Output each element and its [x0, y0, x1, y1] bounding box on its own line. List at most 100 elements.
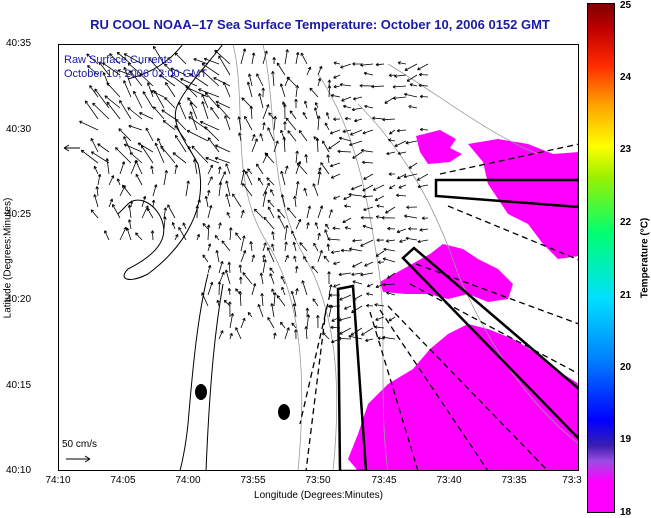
sst-patch-northeast — [468, 139, 579, 259]
current-vector — [240, 209, 245, 219]
current-vector — [259, 133, 264, 142]
current-vector — [342, 104, 352, 109]
current-vector — [127, 107, 143, 120]
current-vector — [123, 136, 132, 153]
current-vector — [299, 242, 308, 252]
current-vector — [117, 69, 132, 76]
current-vector — [315, 137, 320, 153]
current-vector — [362, 194, 374, 199]
current-vector — [267, 317, 275, 329]
current-vector — [256, 163, 264, 175]
current-vector — [262, 122, 266, 131]
current-vector — [352, 280, 363, 285]
current-vector — [104, 95, 121, 109]
current-vector — [97, 173, 102, 186]
x-axis-label: Longitude (Degrees:Minutes) — [254, 490, 383, 501]
current-vector — [387, 272, 396, 279]
current-vector — [382, 257, 396, 263]
colorbar-tick: 23 — [620, 144, 632, 155]
current-vector — [366, 292, 374, 296]
current-vector — [123, 80, 132, 98]
current-vector — [242, 183, 253, 197]
current-vectors — [79, 45, 429, 344]
current-vector — [344, 116, 352, 121]
current-vector — [360, 63, 374, 67]
current-vector — [123, 143, 143, 153]
current-vector — [163, 207, 168, 219]
current-vector — [261, 87, 265, 98]
current-vector — [362, 184, 374, 192]
current-vector — [329, 162, 341, 168]
current-vector — [283, 121, 287, 131]
x-tick: 73:3 — [562, 475, 582, 486]
current-vector — [352, 261, 363, 268]
current-vector — [271, 243, 275, 252]
current-vector — [333, 84, 341, 89]
current-vector — [214, 156, 231, 164]
current-vector — [282, 136, 286, 153]
current-vector — [105, 158, 110, 175]
current-vector — [225, 193, 231, 208]
colorbar-tick: 24 — [620, 72, 632, 83]
current-vector — [284, 327, 290, 340]
current-vector — [171, 221, 176, 230]
current-vector — [396, 128, 407, 133]
x-tick: 74:00 — [175, 475, 201, 486]
current-vector — [133, 90, 143, 109]
current-vector — [408, 105, 418, 109]
current-vector — [328, 140, 341, 150]
current-vector — [102, 62, 121, 76]
current-vector — [248, 73, 253, 87]
current-vector — [251, 254, 256, 263]
y-tick: 40:30 — [6, 124, 32, 135]
current-vector — [317, 250, 323, 263]
current-vector — [333, 117, 341, 121]
current-vector — [372, 116, 385, 120]
current-vector — [218, 181, 223, 197]
current-vector — [290, 290, 297, 307]
current-vector — [159, 74, 176, 87]
current-vector — [153, 45, 165, 65]
box-north — [434, 178, 579, 209]
current-vector — [224, 269, 231, 285]
current-vector — [129, 152, 143, 164]
current-vector — [419, 228, 429, 232]
current-vector — [172, 152, 187, 164]
current-vector — [287, 130, 297, 142]
current-vector — [375, 250, 385, 257]
current-vector — [404, 63, 418, 71]
current-vector — [193, 158, 198, 175]
current-vector — [145, 127, 154, 142]
box-diagonal — [401, 246, 579, 441]
current-vector — [303, 187, 308, 197]
current-vector — [127, 219, 132, 230]
current-vector — [207, 189, 211, 197]
current-vector — [333, 61, 341, 65]
current-vector — [218, 55, 231, 76]
current-vector — [175, 118, 187, 131]
current-vector — [309, 87, 319, 98]
current-vector — [269, 273, 275, 285]
station-marker — [195, 384, 207, 400]
current-vector — [386, 151, 396, 156]
current-vector — [232, 193, 242, 208]
current-vector — [291, 230, 297, 241]
current-vector — [271, 70, 275, 87]
current-vector — [418, 83, 429, 88]
current-vector — [115, 147, 132, 164]
current-vector — [112, 203, 121, 219]
current-vector — [90, 209, 99, 219]
y-tick: 40:20 — [6, 294, 32, 305]
current-vector — [218, 330, 224, 340]
current-vector — [104, 230, 110, 241]
current-vector — [160, 145, 176, 164]
arrow-left-icon — [63, 144, 80, 152]
current-vector — [207, 243, 212, 252]
current-vector — [419, 94, 429, 99]
current-vector — [157, 137, 165, 153]
current-vector — [267, 199, 275, 208]
current-vector — [382, 117, 396, 122]
current-vector — [392, 96, 407, 100]
current-vector — [240, 249, 247, 263]
current-vector — [338, 272, 352, 277]
